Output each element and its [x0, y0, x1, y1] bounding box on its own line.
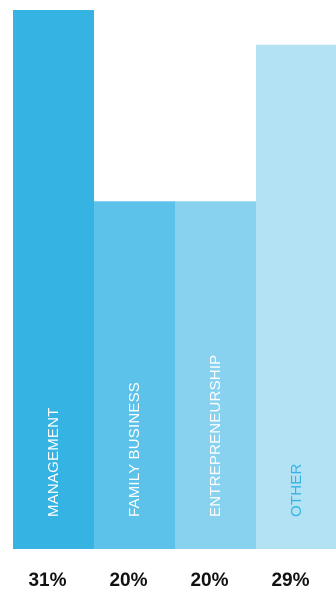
value-label: 31% — [28, 570, 66, 591]
bar-other — [256, 44, 336, 549]
category-label: MANAGEMENT — [45, 407, 62, 517]
bar-family-business — [94, 201, 175, 550]
bar-entrepreneurship — [175, 201, 256, 550]
category-label: FAMILY BUSINESS — [126, 382, 143, 517]
bar-management — [13, 10, 94, 549]
bar-labels-group: MANAGEMENT FAMILY BUSINESS ENTREPRENEURSHI… — [45, 355, 305, 517]
bars-group — [13, 10, 336, 550]
category-label: ENTREPRENEURSHIP — [207, 355, 224, 517]
value-label: 29% — [271, 570, 309, 591]
category-label: OTHER — [288, 464, 305, 518]
value-labels-group: 31% 20% 20% 29% — [28, 570, 309, 591]
value-label: 20% — [109, 570, 147, 591]
value-label: 20% — [190, 570, 228, 591]
